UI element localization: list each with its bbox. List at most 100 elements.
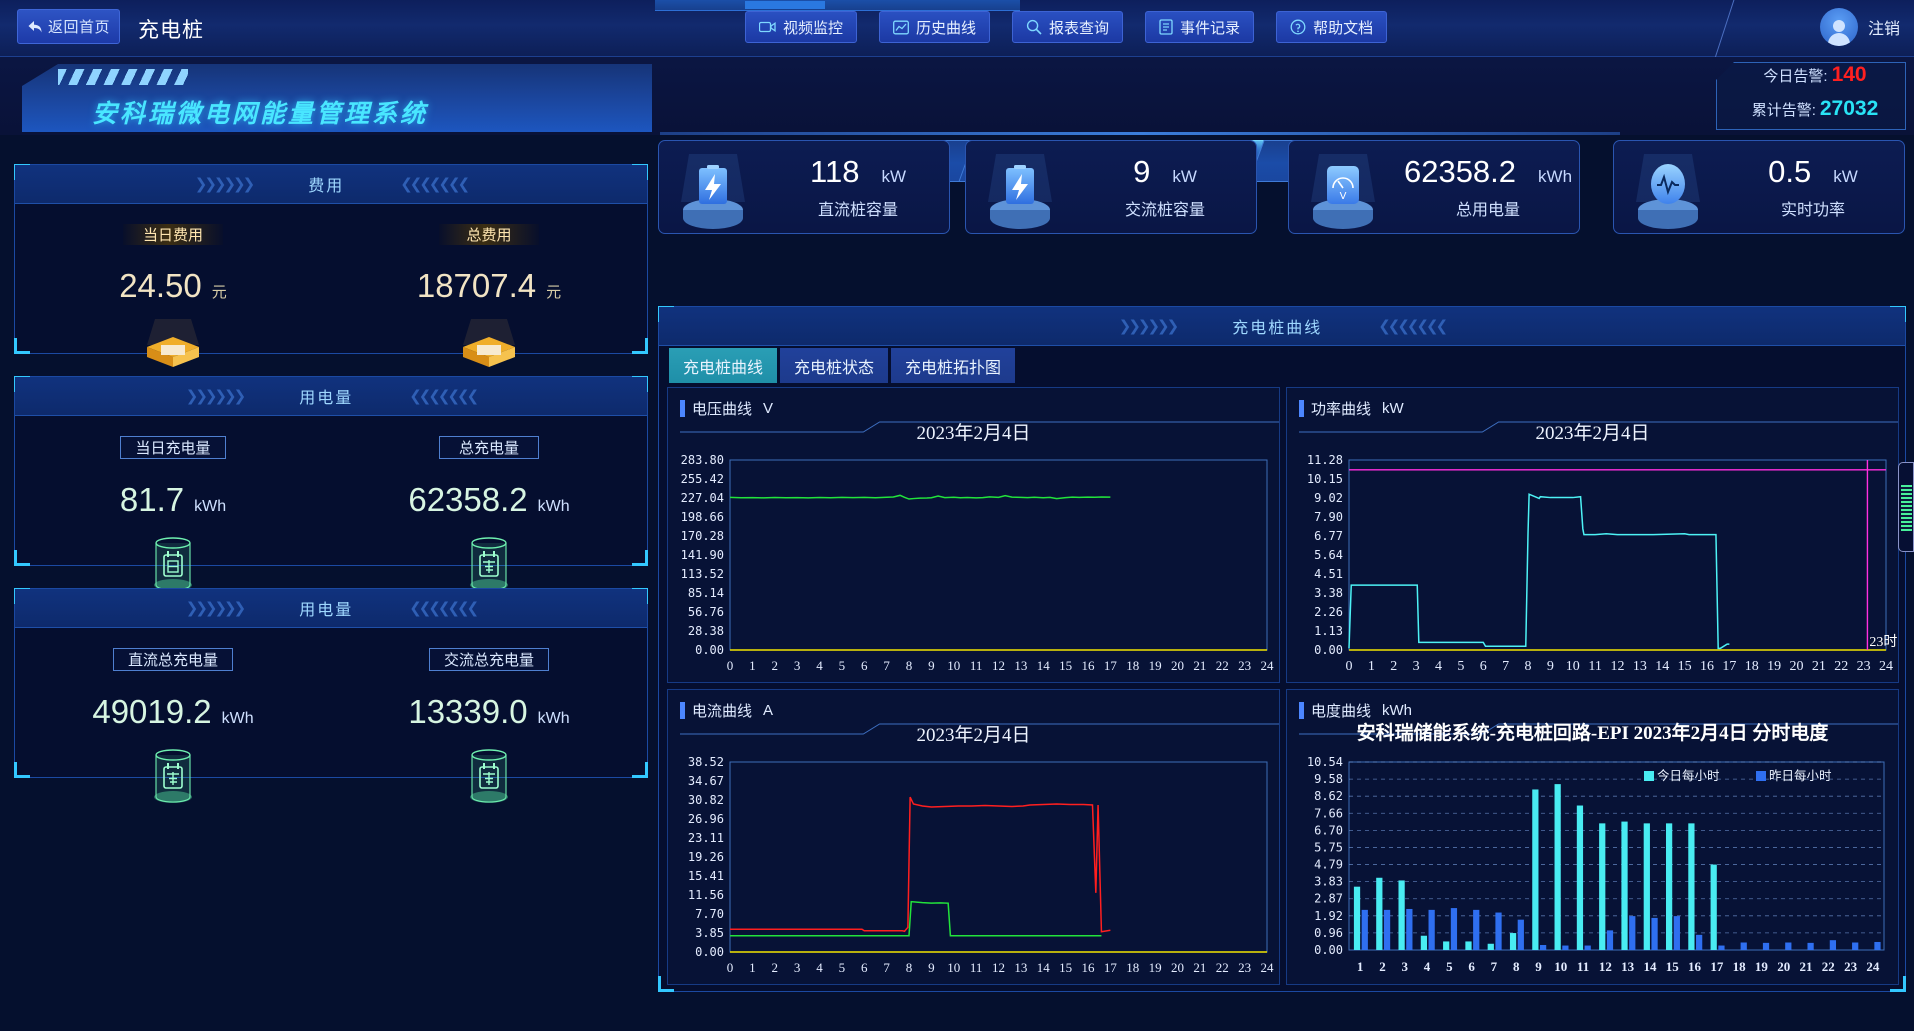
corner-decoration xyxy=(14,550,30,566)
search-icon xyxy=(1026,19,1042,35)
svg-text:56.76: 56.76 xyxy=(688,605,724,619)
svg-text:9: 9 xyxy=(1547,659,1554,674)
svg-text:10.54: 10.54 xyxy=(1307,755,1343,769)
total-charge-unit: kWh xyxy=(537,498,570,515)
svg-text:2.26: 2.26 xyxy=(1314,605,1343,619)
total-charge-value: 62358.2 xyxy=(408,481,528,518)
svg-text:7.70: 7.70 xyxy=(695,907,724,921)
video-icon xyxy=(759,20,776,34)
side-scroll-handle[interactable] xyxy=(1898,462,1914,552)
corner-decoration xyxy=(632,550,648,566)
chart-power[interactable]: 功率曲线 kW 2023年2月4日 11.28 10.15 9.02 7.90 6.77… xyxy=(1286,387,1899,683)
svg-text:9: 9 xyxy=(1535,959,1542,974)
svg-text:0.00: 0.00 xyxy=(695,945,724,959)
svg-text:28.38: 28.38 xyxy=(688,624,724,638)
svg-text:5: 5 xyxy=(1446,959,1453,974)
header-rule-decoration xyxy=(680,723,1279,735)
svg-text:4: 4 xyxy=(816,658,823,673)
svg-text:16: 16 xyxy=(1082,960,1096,975)
chart-current[interactable]: 电流曲线 A 2023年2月4日 38.52 34.67 30.82 26.96 23.… xyxy=(667,689,1280,985)
corner-decoration xyxy=(14,338,30,354)
svg-text:34.67: 34.67 xyxy=(688,774,724,788)
chart-energy[interactable]: 电度曲线 kWh 安科瑞储能系统-充电桩回路-EPI 2023年2月4日 分时电… xyxy=(1286,689,1899,985)
calendar-year-icon xyxy=(144,737,202,807)
kpi-total-energy-label: 总用电量 xyxy=(1455,202,1520,219)
svg-text:24: 24 xyxy=(1866,959,1880,974)
svg-text:21: 21 xyxy=(1799,959,1812,974)
chevrons-right-icon: ❯❯❯❯❯❯ xyxy=(1118,317,1179,335)
report-query-button[interactable]: 报表查询 xyxy=(1012,11,1124,43)
svg-text:23时10分: 23时10分 xyxy=(1869,634,1898,650)
svg-text:15: 15 xyxy=(1059,658,1072,673)
panel-fee: ❯❯❯❯❯❯ 费用 ❮❮❮❮❮❮❮ 当日费用 24.50 元 总费用 xyxy=(14,164,648,367)
back-home-button[interactable]: 返回首页 xyxy=(17,9,120,44)
svg-text:V: V xyxy=(1340,191,1347,202)
video-monitor-button[interactable]: 视频监控 xyxy=(745,11,858,43)
svg-text:23.11: 23.11 xyxy=(688,831,724,845)
kpi-dc-capacity-unit: kW xyxy=(881,167,906,186)
svg-text:7.66: 7.66 xyxy=(1314,806,1343,820)
svg-text:0.96: 0.96 xyxy=(1314,926,1343,940)
event-record-button[interactable]: 事件记录 xyxy=(1145,11,1255,43)
kpi-total-energy-value: 62358.2 xyxy=(1403,154,1517,189)
chart-power-date: 2023年2月4日 xyxy=(1535,423,1650,444)
tab-charging-pile-status[interactable]: 充电桩状态 xyxy=(780,348,889,383)
back-home-label: 返回首页 xyxy=(47,19,110,36)
chart-panel-header: ❯❯❯❯❯❯ 充电桩曲线 ❮❮❮❮❮❮❮ xyxy=(659,307,1905,346)
svg-text:7.90: 7.90 xyxy=(1314,510,1343,524)
svg-text:19: 19 xyxy=(1767,659,1781,674)
corner-decoration xyxy=(632,338,648,354)
kpi-realtime-power-unit: kW xyxy=(1833,167,1858,186)
svg-text:13: 13 xyxy=(1014,658,1027,673)
help-doc-button[interactable]: 帮助文档 xyxy=(1276,11,1388,43)
today-charge-unit: kWh xyxy=(194,498,227,515)
svg-text:2: 2 xyxy=(772,960,779,975)
svg-text:38.52: 38.52 xyxy=(688,755,724,769)
header-rule-decoration xyxy=(1299,421,1898,433)
svg-text:7: 7 xyxy=(1491,959,1498,974)
svg-text:昨日每小时: 昨日每小时 xyxy=(1769,768,1832,783)
svg-text:23: 23 xyxy=(1844,959,1858,974)
svg-text:6.77: 6.77 xyxy=(1314,529,1343,543)
system-nav-frame xyxy=(660,132,1620,135)
chart-current-header: 电流曲线 A xyxy=(680,700,773,721)
svg-text:15: 15 xyxy=(1678,659,1692,674)
chart-panel-title: 充电桩曲线 xyxy=(1232,320,1323,337)
tab-label: 充电桩状态 xyxy=(794,359,875,377)
account-logout[interactable]: 注销 xyxy=(1819,8,1900,46)
accent-bar-icon xyxy=(680,400,685,417)
svg-text:255.42: 255.42 xyxy=(681,472,724,486)
tab-charging-pile-curve[interactable]: 充电桩曲线 xyxy=(669,348,778,383)
gold-box-icon xyxy=(457,315,521,373)
svg-text:3: 3 xyxy=(1401,959,1408,974)
chevrons-right-icon: ❯❯❯❯❯❯ xyxy=(194,175,255,193)
svg-text:8: 8 xyxy=(1513,959,1520,974)
tab-label: 充电桩拓扑图 xyxy=(905,359,1002,377)
history-curve-button[interactable]: 历史曲线 xyxy=(879,11,991,43)
svg-text:11.28: 11.28 xyxy=(1307,453,1343,467)
svg-text:0.00: 0.00 xyxy=(1314,943,1343,957)
chart-energy-main-title: 安科瑞储能系统-充电桩回路-EPI 2023年2月4日 分时电度 xyxy=(1356,723,1829,744)
battery-bolt-icon xyxy=(659,140,767,234)
svg-text:3: 3 xyxy=(1413,659,1420,674)
tab-charging-pile-topology[interactable]: 充电桩拓扑图 xyxy=(891,348,1016,383)
svg-text:0: 0 xyxy=(1346,659,1353,674)
chart-voltage-header: 电压曲线 V xyxy=(680,398,773,419)
alarm-total-label: 累计告警: xyxy=(1751,102,1816,119)
chart-energy-title: 电度曲线 xyxy=(1311,703,1372,720)
svg-text:13: 13 xyxy=(1621,959,1635,974)
today-charge-value: 81.7 xyxy=(119,481,185,518)
kpi-realtime-power: 0.5 kW 实时功率 xyxy=(1613,140,1905,234)
kpi-dc-capacity-value: 118 xyxy=(810,154,860,189)
svg-text:8: 8 xyxy=(906,658,913,673)
svg-text:23: 23 xyxy=(1857,659,1871,674)
chart-voltage[interactable]: 电压曲线 V 2023年2月4日 283.80 255.42 227.04 198.6… xyxy=(667,387,1280,683)
chart-energy-header: 电度曲线 kWh xyxy=(1299,700,1412,721)
svg-text:11.56: 11.56 xyxy=(688,888,724,902)
chevrons-right-icon: ❯❯❯❯❯❯ xyxy=(185,599,246,617)
accent-bar-icon xyxy=(1299,400,1304,417)
svg-text:30.82: 30.82 xyxy=(688,793,724,807)
account-separator xyxy=(1694,0,1764,57)
svg-text:20: 20 xyxy=(1777,959,1790,974)
svg-text:9.58: 9.58 xyxy=(1314,772,1343,786)
